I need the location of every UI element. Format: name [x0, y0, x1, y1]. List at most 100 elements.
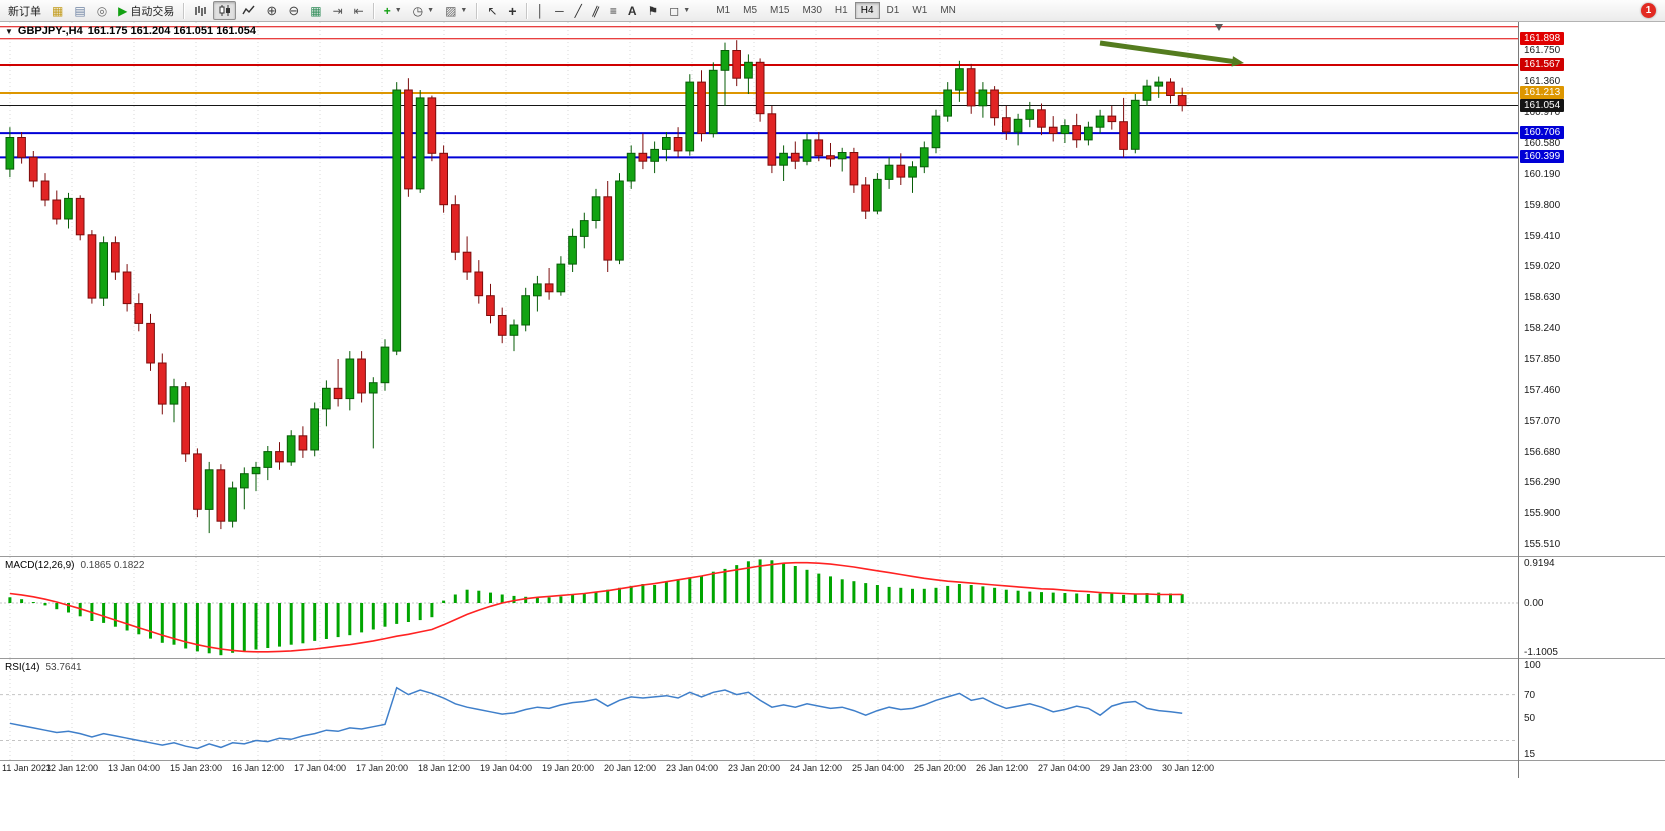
candlestick-mode-button[interactable] — [213, 1, 237, 20]
price-tick-label: 157.070 — [1524, 416, 1561, 427]
chevron-down-icon: ▼ — [427, 7, 435, 14]
trendline-tool-button[interactable]: ╱ — [570, 1, 587, 20]
cursor-tool-button[interactable]: ↖ — [482, 1, 502, 20]
line-chart-icon — [242, 4, 255, 17]
pane-separator[interactable] — [0, 556, 1665, 557]
collapse-arrow-icon[interactable]: ▼ — [5, 26, 13, 36]
new-order-button[interactable]: 新订单 — [3, 1, 46, 20]
price-level-tag: 161.567 — [1520, 58, 1565, 71]
rsi-scale[interactable]: 100 70 50 15 — [1519, 659, 1665, 760]
time-axis-label: 24 Jan 12:00 — [789, 763, 843, 773]
time-axis-label: 29 Jan 23:00 — [1099, 763, 1153, 773]
time-axis-label: 13 Jan 04:00 — [107, 763, 161, 773]
cursor-icon: ↖ — [487, 3, 498, 18]
macd-chart[interactable] — [0, 557, 1518, 658]
indicator-tick-label: 100 — [1524, 660, 1541, 671]
vertical-line-tool-button[interactable]: │ — [532, 1, 550, 20]
indicator-tick-label: 0.9194 — [1524, 558, 1555, 569]
trend-arrow-annotation — [1099, 40, 1239, 65]
indicator-tick-label: 15 — [1524, 749, 1536, 760]
chart-shift-button[interactable]: ⇤ — [349, 1, 369, 20]
rsi-pane[interactable] — [0, 659, 1518, 760]
price-level-tag: 160.706 — [1520, 126, 1565, 139]
tile-windows-button[interactable]: ▦ — [305, 1, 326, 20]
price-tick-label: 155.510 — [1524, 539, 1561, 550]
time-axis[interactable]: 11 Jan 2023 12 Jan 12:00 13 Jan 04:00 15 Ja… — [0, 762, 1518, 778]
line-chart-mode-button[interactable] — [237, 1, 260, 20]
rsi-name: RSI(14) — [5, 662, 40, 673]
timeframe-button-m30[interactable]: M30 — [796, 2, 827, 19]
indicator-tick-label: 0.00 — [1524, 598, 1544, 609]
toolbar-separator — [183, 2, 186, 19]
channel-tool-button[interactable]: ∥ — [588, 1, 604, 20]
crosshair-tool-button[interactable]: + — [503, 1, 521, 20]
new-chart-window-button[interactable]: ▦ — [47, 1, 68, 20]
indicators-dropdown[interactable]: + ▼ — [379, 1, 407, 20]
market-watch-icon: ▤ — [74, 3, 86, 18]
add-indicator-icon: + — [383, 3, 391, 18]
clock-icon: ◷ — [412, 3, 424, 18]
market-watch-button[interactable]: ▤ — [69, 1, 90, 20]
zoom-in-button[interactable]: ⊕ — [261, 1, 282, 20]
time-axis-label: 23 Jan 04:00 — [665, 763, 719, 773]
price-tick-label: 159.020 — [1524, 261, 1561, 272]
templates-dropdown[interactable]: ▨ ▼ — [440, 1, 472, 20]
symbol-period-label: GBPJPY-,H4 — [17, 25, 83, 37]
price-level-tag: 160.399 — [1520, 150, 1565, 163]
time-axis-label: 16 Jan 12:00 — [231, 763, 285, 773]
timeframe-button-h1[interactable]: H1 — [829, 2, 854, 19]
text-tool-button[interactable]: A — [623, 1, 642, 20]
price-tick-label: 157.460 — [1524, 385, 1561, 396]
fibonacci-tool-button[interactable]: ≡ — [605, 1, 622, 20]
price-chart-pane[interactable] — [0, 22, 1518, 556]
time-axis-label: 25 Jan 20:00 — [913, 763, 967, 773]
horizontal-line-tool-button[interactable]: ─ — [550, 1, 569, 20]
macd-scale[interactable]: 0.9194 0.00 -1.1005 — [1519, 557, 1665, 658]
periods-dropdown[interactable]: ◷ ▼ — [408, 1, 439, 20]
candlestick-chart-icon — [218, 4, 231, 17]
shapes-dropdown[interactable]: ◻ ▼ — [664, 1, 695, 20]
price-tick-label: 159.800 — [1524, 200, 1561, 211]
time-axis-label: 15 Jan 23:00 — [169, 763, 223, 773]
price-tick-label: 160.970 — [1524, 107, 1561, 118]
auto-scroll-button[interactable]: ⇥ — [328, 1, 348, 20]
auto-trading-play-icon: ▶ — [118, 3, 128, 18]
macd-pane[interactable] — [0, 557, 1518, 658]
timeframe-button-h4[interactable]: H4 — [854, 2, 880, 19]
chart-window-icon: ▦ — [52, 3, 64, 18]
status-area — [0, 778, 1665, 831]
zoom-out-icon: ⊖ — [288, 3, 300, 18]
crosshair-icon: + — [508, 2, 517, 19]
ohlc-values-label: 161.175 161.204 161.051 161.054 — [87, 25, 256, 37]
indicator-tick-label: -1.1005 — [1524, 647, 1558, 658]
bar-chart-mode-button[interactable] — [189, 1, 212, 20]
timeframe-button-w1[interactable]: W1 — [906, 2, 933, 19]
timeframe-button-m1[interactable]: M1 — [710, 2, 736, 19]
macd-values: 0.1865 0.1822 — [80, 560, 145, 571]
timeframe-button-mn[interactable]: MN — [934, 2, 962, 19]
price-tick-label: 158.630 — [1524, 292, 1561, 303]
notification-badge[interactable]: 1 — [1641, 3, 1656, 18]
auto-trading-button[interactable]: ▶ 自动交易 — [113, 1, 179, 20]
navigator-button[interactable]: ◎ — [92, 1, 112, 20]
candlestick-chart[interactable] — [0, 22, 1518, 556]
rsi-chart[interactable] — [0, 659, 1518, 760]
rsi-indicator-label: RSI(14) 53.7641 — [5, 662, 82, 673]
time-axis-label: 17 Jan 04:00 — [293, 763, 347, 773]
text-icon: A — [627, 3, 637, 18]
chevron-down-icon: ▼ — [460, 7, 468, 14]
price-scale[interactable]: 161.750 161.360 160.970 160.580 160.190 159.8… — [1519, 22, 1665, 556]
zoom-in-icon: ⊕ — [266, 3, 278, 18]
arrows-tool-button[interactable]: ⚑ — [643, 1, 664, 20]
auto-trading-label: 自动交易 — [130, 5, 175, 18]
toolbar-separator — [525, 2, 528, 19]
price-tick-label: 157.850 — [1524, 354, 1561, 365]
timeframe-button-m15[interactable]: M15 — [764, 2, 795, 19]
time-axis-label: 19 Jan 20:00 — [541, 763, 595, 773]
chart-shift-icon: ⇤ — [353, 3, 364, 18]
timeframe-button-m5[interactable]: M5 — [737, 2, 763, 19]
timeframe-button-d1[interactable]: D1 — [881, 2, 906, 19]
zoom-out-button[interactable]: ⊖ — [283, 1, 304, 20]
pane-separator[interactable] — [0, 658, 1665, 659]
time-axis-label: 26 Jan 12:00 — [975, 763, 1029, 773]
